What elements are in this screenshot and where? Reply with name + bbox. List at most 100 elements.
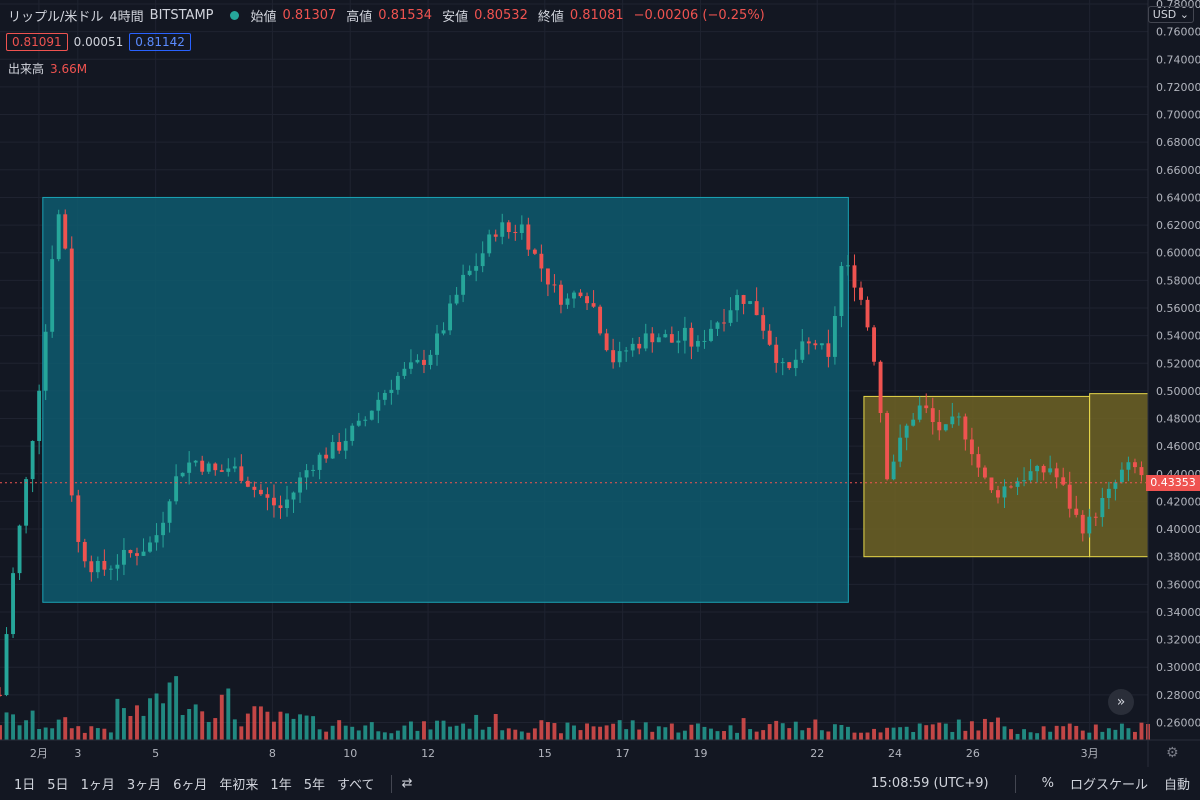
candle-body bbox=[1009, 486, 1013, 488]
candle-body bbox=[532, 249, 537, 254]
volume-bar bbox=[578, 730, 583, 740]
timeframe-5d[interactable]: 5日 bbox=[47, 778, 69, 793]
candle-body bbox=[669, 334, 674, 343]
x-tick-label: 17 bbox=[616, 747, 630, 760]
volume-bar bbox=[76, 726, 81, 740]
timeframe-ytd[interactable]: 年初来 bbox=[219, 778, 259, 793]
candle-body bbox=[545, 268, 550, 285]
volume-bar bbox=[976, 730, 981, 740]
volume-bar bbox=[819, 730, 824, 740]
clock-time[interactable]: 15:08:59 (UTC+9) bbox=[871, 776, 989, 791]
candle-body bbox=[285, 499, 289, 509]
volume-bar bbox=[1041, 726, 1046, 740]
volume-bar bbox=[728, 725, 733, 740]
volume-bar bbox=[291, 718, 296, 740]
auto-scale-toggle[interactable]: 自動 bbox=[1163, 778, 1190, 793]
buy-price-button[interactable]: 0.81142 bbox=[129, 33, 191, 51]
low-label: 安値 bbox=[442, 10, 469, 25]
candle-body bbox=[304, 470, 309, 478]
scroll-forward-button[interactable]: » bbox=[1108, 689, 1134, 715]
candle-body bbox=[0, 694, 2, 696]
volume-bar bbox=[206, 721, 211, 740]
candle-body bbox=[1015, 481, 1020, 487]
candle-body bbox=[448, 303, 453, 331]
log-scale-toggle[interactable]: ログスケール bbox=[1069, 778, 1148, 793]
candle-body bbox=[859, 287, 863, 300]
volume-bar bbox=[500, 730, 505, 740]
candle-body bbox=[435, 333, 439, 355]
candle-body bbox=[852, 265, 857, 288]
volume-bar bbox=[487, 726, 492, 740]
candle-body bbox=[630, 343, 635, 351]
date-range-icon[interactable]: ⇄ bbox=[401, 776, 413, 791]
volume-bar bbox=[37, 728, 42, 740]
volume-bar bbox=[174, 676, 179, 740]
volume-bar bbox=[1002, 726, 1007, 740]
candle-body bbox=[272, 497, 276, 506]
volume-bar bbox=[943, 723, 948, 740]
currency-select[interactable]: USD ⌄ bbox=[1147, 6, 1194, 23]
candle-body bbox=[611, 350, 616, 363]
gear-icon[interactable]: ⚙ bbox=[1166, 745, 1179, 761]
timeframe-5y[interactable]: 5年 bbox=[303, 778, 325, 793]
volume-bar bbox=[1087, 732, 1092, 740]
percent-toggle[interactable]: % bbox=[1041, 776, 1054, 791]
volume-bar bbox=[1100, 731, 1105, 740]
candle-body bbox=[135, 553, 139, 556]
volume-bar bbox=[343, 725, 348, 740]
volume-bar bbox=[669, 723, 674, 740]
timeframe-3m[interactable]: 3ヶ月 bbox=[126, 778, 162, 793]
candle-body bbox=[350, 425, 355, 441]
candle-body bbox=[1028, 471, 1033, 481]
candle-body bbox=[748, 301, 753, 304]
candle-body bbox=[924, 405, 929, 409]
market-status-icon bbox=[229, 11, 239, 20]
timeframe-all[interactable]: すべて bbox=[336, 778, 375, 793]
teal-range-box bbox=[42, 196, 849, 603]
volume-value: 3.66M bbox=[50, 62, 88, 76]
volume-bar bbox=[585, 723, 589, 740]
y-tick-label: 0.40000 bbox=[1156, 523, 1200, 536]
chart-canvas[interactable]: 0.78000 0.76000 0.74000 0.72000 0.70000 0.680… bbox=[0, 0, 1200, 767]
candle-body bbox=[930, 408, 935, 423]
volume-bar bbox=[11, 714, 15, 740]
x-tick-label: 3 bbox=[74, 747, 81, 760]
volume-bar bbox=[298, 714, 302, 740]
volume-bar bbox=[793, 721, 798, 740]
volume-bar bbox=[865, 732, 870, 740]
volume-bar bbox=[1048, 731, 1053, 740]
candle-body bbox=[780, 362, 785, 364]
volume-bar bbox=[735, 732, 740, 740]
sell-price-button[interactable]: 0.81091 bbox=[6, 33, 68, 51]
volume-bar bbox=[885, 727, 890, 740]
double-chevron-right-icon: » bbox=[1116, 694, 1126, 710]
candle-body bbox=[565, 298, 570, 305]
change-value: −0.00206 (−0.25%) bbox=[633, 8, 765, 23]
chevron-down-icon: ⌄ bbox=[1179, 8, 1189, 21]
symbol-name[interactable]: リップル/米ドル bbox=[8, 10, 104, 25]
candle-body bbox=[1035, 465, 1040, 472]
candle-body bbox=[885, 413, 890, 480]
volume-bar bbox=[1067, 723, 1072, 740]
candle-body bbox=[174, 476, 179, 502]
x-tick-label: 26 bbox=[966, 747, 980, 760]
candle-body bbox=[415, 359, 420, 363]
candle-body bbox=[982, 467, 987, 478]
timeframe-1d[interactable]: 1日 bbox=[14, 778, 36, 793]
candle-body bbox=[956, 416, 961, 418]
timeframe-1m[interactable]: 1ヶ月 bbox=[80, 778, 115, 793]
timeframe-6m[interactable]: 6ヶ月 bbox=[173, 778, 208, 793]
candle-body bbox=[1080, 514, 1085, 534]
volume-bar bbox=[956, 719, 961, 740]
volume-bar bbox=[800, 730, 805, 740]
y-tick-label: 0.64000 bbox=[1156, 191, 1200, 204]
candle-body bbox=[695, 340, 700, 347]
y-tick-label: 0.36000 bbox=[1156, 578, 1200, 591]
volume-bar bbox=[467, 728, 472, 740]
volume-bar bbox=[630, 720, 635, 740]
timeframe-1y[interactable]: 1年 bbox=[270, 778, 292, 793]
candle-body bbox=[1087, 516, 1092, 534]
candle-body bbox=[637, 343, 642, 349]
interval-label[interactable]: 4時間 bbox=[109, 10, 144, 25]
candle-body bbox=[356, 420, 361, 426]
